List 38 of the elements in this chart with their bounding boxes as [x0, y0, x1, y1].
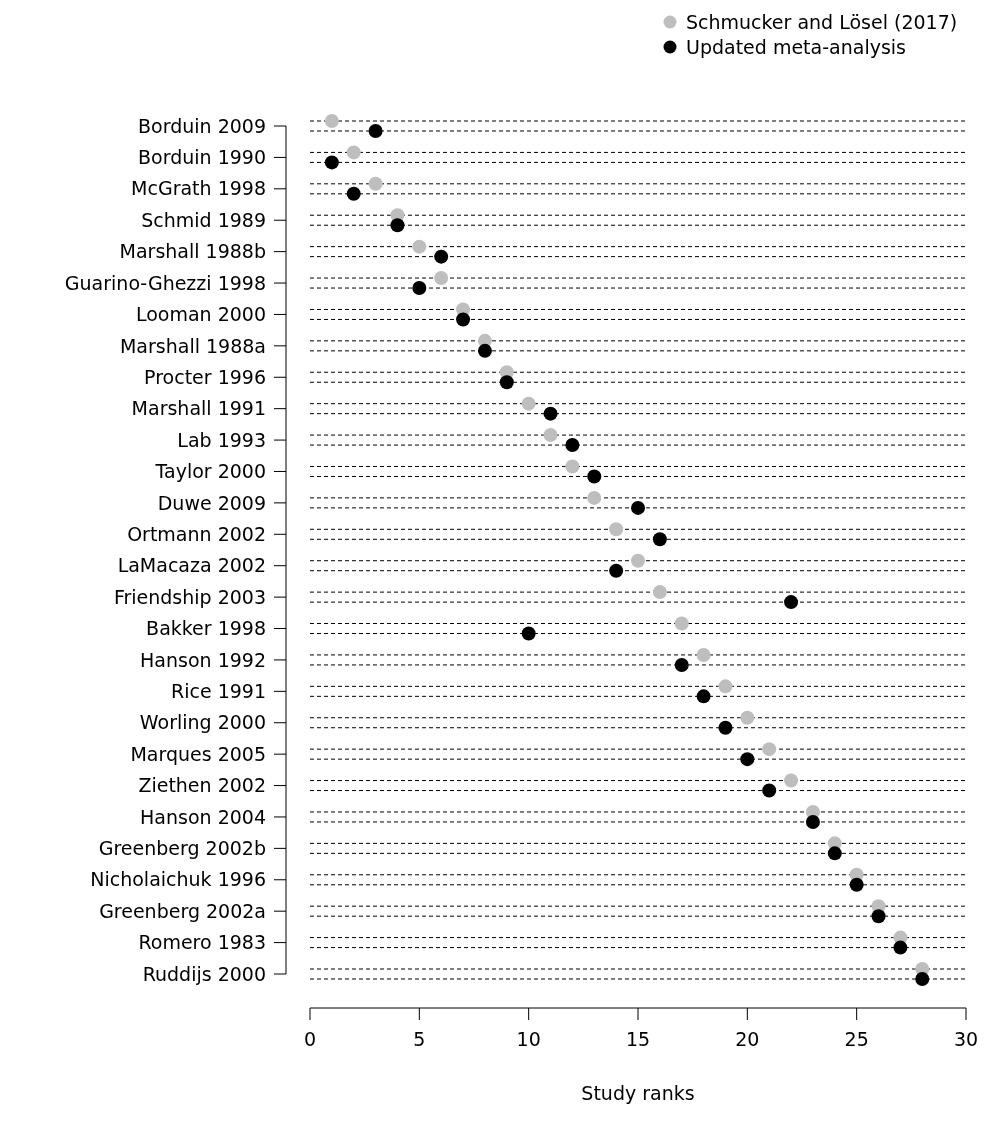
y-tick-label: Nicholaichuk 1996	[90, 868, 266, 891]
y-tick-label: Greenberg 2002b	[98, 837, 266, 860]
y-tick-label: Ziethen 2002	[138, 774, 266, 797]
legend-label: Schmucker and Lösel (2017)	[686, 10, 958, 33]
y-tick-label: Duwe 2009	[157, 491, 266, 514]
y-tick-label: Hanson 2004	[140, 805, 266, 828]
x-axis-title: Study ranks	[581, 1082, 695, 1104]
y-tick-label: LaMacaza 2002	[117, 554, 266, 577]
x-tick-label: 10	[516, 1028, 541, 1050]
y-tick-label: Looman 2000	[135, 303, 266, 326]
y-tick-label: Ortmann 2002	[127, 522, 266, 545]
y-tick-label: Greenberg 2002a	[99, 899, 266, 922]
y-tick-label: Friendship 2003	[113, 585, 266, 608]
y-tick-label: Schmid 1989	[141, 208, 266, 231]
y-tick-label: Worling 2000	[139, 711, 266, 734]
y-tick-label: Marshall 1991	[131, 397, 266, 420]
y-tick-label: Marshall 1988a	[119, 334, 266, 357]
y-tick-label: Hanson 1992	[140, 648, 266, 671]
y-tick-label: Ruddijs 2000	[142, 962, 266, 985]
y-tick-label: Romero 1983	[138, 931, 266, 954]
y-tick-label: Marques 2005	[130, 742, 266, 765]
x-tick-label: 0	[303, 1028, 317, 1050]
y-tick-label: Guarino-Ghezzi 1998	[64, 271, 266, 294]
y-tick-label: Borduin 1990	[138, 146, 266, 169]
legend-label: Updated meta-analysis	[686, 35, 906, 58]
y-tick-label: Lab 1993	[177, 428, 266, 451]
x-tick-label: 20	[735, 1028, 760, 1050]
y-tick-label: Rice 1991	[170, 679, 266, 702]
y-tick-label: Taylor 2000	[154, 460, 266, 483]
x-tick-label: 5	[413, 1028, 426, 1050]
x-tick-label: 15	[625, 1028, 651, 1050]
x-tick-label: 25	[844, 1028, 869, 1050]
y-tick-label: Procter 1996	[144, 365, 266, 388]
y-tick-label: Borduin 2009	[138, 114, 266, 137]
y-tick-label: McGrath 1998	[131, 177, 266, 200]
y-tick-label: Marshall 1988b	[119, 240, 266, 263]
y-tick-label: Bakker 1998	[146, 617, 266, 640]
x-tick-label: 30	[953, 1028, 979, 1050]
